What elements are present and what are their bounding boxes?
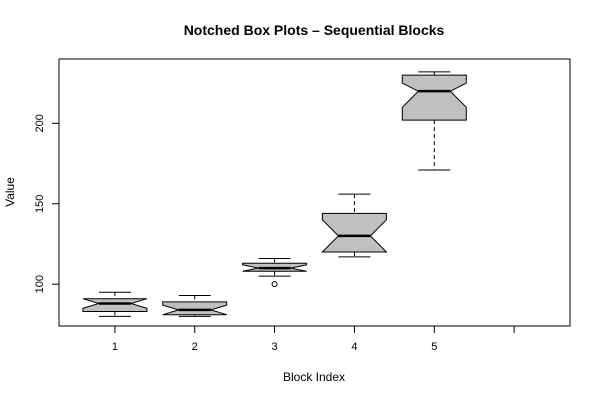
plot-area-frame (58, 58, 571, 327)
box-group-2 (162, 294, 228, 317)
box-group-5 (401, 71, 467, 171)
x-tick-label: 1 (112, 341, 118, 353)
x-axis-label: Block Index (283, 370, 345, 384)
x-tick-label: 3 (272, 341, 278, 353)
box-body (82, 298, 148, 312)
outlier-point (271, 281, 278, 288)
y-tick-label: 100 (34, 275, 46, 293)
box-body (321, 212, 388, 253)
box-group-1 (82, 291, 148, 317)
chart-title: Notched Box Plots – Sequential Blocks (184, 22, 445, 38)
y-tick-label: 200 (34, 114, 46, 132)
y-tick-label: 150 (34, 195, 46, 213)
x-axis: 1 2 3 4 5 (112, 326, 515, 353)
box-group-4 (321, 193, 388, 258)
x-tick-label: 2 (192, 341, 198, 353)
x-tick-label: 4 (351, 341, 357, 353)
x-tick-label: 5 (431, 341, 437, 353)
y-axis-label: Value (3, 177, 17, 207)
y-axis: 100 150 200 (34, 114, 59, 293)
boxes-layer (82, 71, 467, 317)
box-body (401, 74, 467, 121)
box-group-3 (242, 257, 308, 288)
box-body (162, 301, 228, 316)
